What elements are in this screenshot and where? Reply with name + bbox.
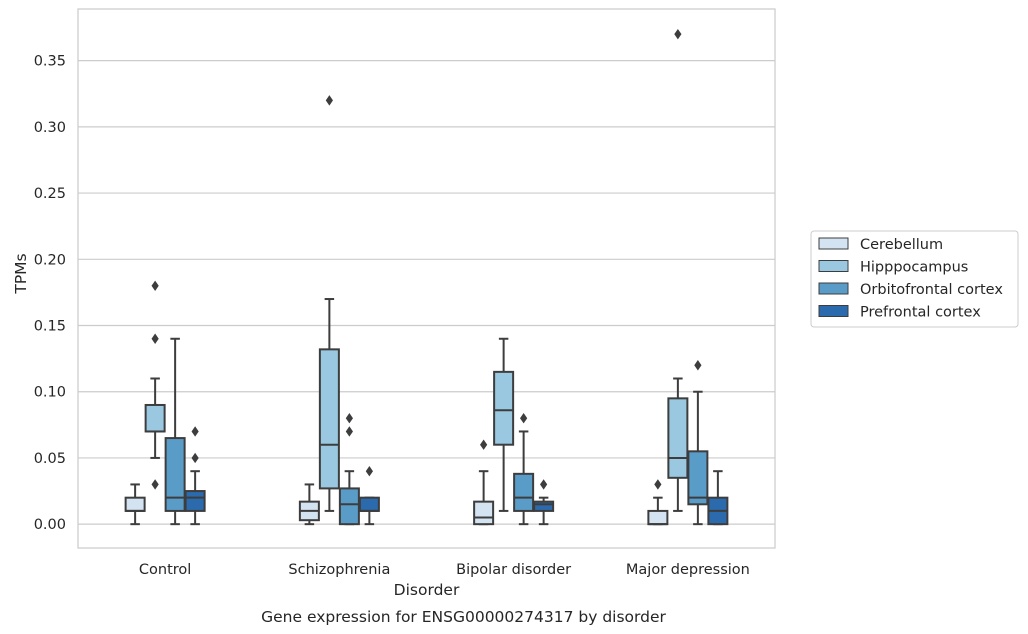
legend: Cerebellum Hipppocampus Orbitofrontal cort… [810,230,1019,328]
box-cerebellum-major-depression [647,479,669,526]
box-cerebellum-bipolar-disorder [473,439,495,526]
box-orbitofrontal-cortex-major-depression [687,360,709,526]
flier-point [674,28,682,40]
y-axis-label: TPMs [12,253,30,294]
x-tick-label: Major depression [626,562,750,578]
y-tick-label: 0.30 [34,120,66,136]
box-body [533,500,555,512]
x-tick-labels: Control Schizophrenia Bipolar disorder Majo… [139,562,750,578]
y-tick-label: 0.05 [34,451,66,467]
box-prefrontal-cortex-schizophrenia [358,465,380,526]
y-tick-label: 0.20 [34,252,66,268]
flier-point [151,280,159,291]
box-body [164,437,186,512]
y-tick-label: 0.35 [34,54,66,70]
flier-point [345,413,353,424]
y-tick-label: 0.15 [34,319,66,335]
legend-entry: Orbitofrontal cortex [860,282,1003,298]
box-body [473,500,495,526]
legend-entry: Prefrontal cortex [860,305,981,321]
box-body [184,490,206,512]
box-hipppocampus-major-depression [667,28,689,512]
legend-frame [810,230,1019,328]
box-body [318,348,340,490]
box-hipppocampus-control [144,280,166,490]
y-tick-label: 0.00 [34,517,66,533]
y-tick-label: 0.10 [34,385,66,401]
flier-point [694,360,702,371]
y-tick-label: 0.25 [34,186,66,202]
box-body [358,496,380,512]
box-prefrontal-cortex-control [184,426,206,526]
box-body [647,509,669,526]
legend-swatch [818,305,849,317]
box-body [338,487,360,526]
flier-point [654,479,662,490]
flier-point [540,479,548,490]
x-tick-label: Schizophrenia [288,562,390,578]
flier-point [345,426,353,437]
box-groups [124,28,729,526]
box-cerebellum-control [124,483,146,526]
box-body [687,450,709,506]
plot-frame [77,8,776,549]
box-body [667,397,689,479]
box-body [513,472,535,512]
box-hipppocampus-schizophrenia [318,95,340,512]
box-body [144,403,166,433]
box-cerebellum-schizophrenia [298,483,320,526]
legend-swatch [818,237,849,250]
x-tick-label: Control [139,562,191,578]
box-prefrontal-cortex-major-depression [707,470,729,526]
box-prefrontal-cortex-bipolar-disorder [533,479,555,526]
y-tick-labels: 0.00 0.05 0.10 0.15 0.20 0.25 0.30 0.35 [34,54,66,534]
flier-point [480,439,488,450]
flier-point [151,479,159,490]
flier-point [191,452,199,464]
box-hipppocampus-bipolar-disorder [493,337,515,512]
chart-caption: Gene expression for ENSG00000274317 by d… [261,608,666,626]
flier-point [151,333,159,344]
box-orbitofrontal-cortex-bipolar-disorder [513,413,535,526]
box-body [124,496,146,512]
box-orbitofrontal-cortex-control [164,337,186,526]
box-orbitofrontal-cortex-schizophrenia [338,413,360,526]
x-axis-label: Disorder [394,581,460,599]
flier-point [520,413,528,424]
legend-swatch [818,260,849,272]
x-tick-label: Bipolar disorder [456,562,571,578]
box-body [493,370,515,446]
flier-point [365,465,373,477]
flier-point [191,426,199,437]
legend-swatch [818,282,849,295]
legend-entry: Hipppocampus [860,260,968,276]
flier-point [325,95,333,106]
legend-entry: Cerebellum [860,237,943,253]
